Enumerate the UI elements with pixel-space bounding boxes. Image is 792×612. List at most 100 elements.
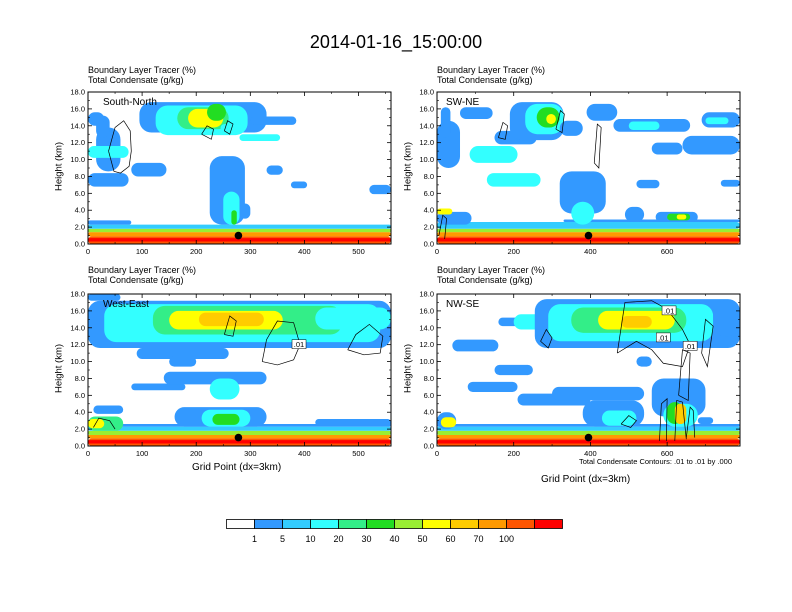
region-label: West-East <box>103 299 149 310</box>
y-tick-label: 18.0 <box>70 290 85 299</box>
field-layer <box>437 299 740 446</box>
y-tick-label: 14.0 <box>419 323 434 332</box>
y-tick-label: 16.0 <box>70 104 85 113</box>
contour-label: .01 <box>664 306 674 315</box>
contour-label-box <box>661 305 677 316</box>
y-tick-label: 4.0 <box>75 206 85 215</box>
tracer-field <box>636 179 660 189</box>
tracer-field <box>88 418 105 429</box>
tracer-field <box>220 124 245 132</box>
tracer-field <box>682 135 740 155</box>
tracer-field <box>494 364 533 376</box>
y-tick-label: 12.0 <box>419 138 434 147</box>
y-tick-label: 12.0 <box>70 138 85 147</box>
condensate-contour <box>224 120 234 135</box>
condensate-contour <box>659 397 668 441</box>
colorbar-swatch <box>254 519 283 529</box>
tracer-field <box>437 211 472 225</box>
condensate-contour <box>701 318 714 368</box>
x-tick-label: 300 <box>244 247 257 256</box>
y-tick-label: 6.0 <box>424 391 434 400</box>
colorbar-label: 60 <box>445 534 455 544</box>
condensate-contour <box>678 349 691 401</box>
field-layer <box>88 102 391 244</box>
y-tick-label: 10.0 <box>70 357 85 366</box>
x-axis-title: Grid Point (dx=3km) <box>192 462 282 473</box>
colorbar-swatch <box>506 519 535 529</box>
contour-label-box <box>656 332 671 343</box>
colorbar-swatch <box>338 519 367 529</box>
colorbar-label: 5 <box>280 534 285 544</box>
tracer-field <box>88 220 132 225</box>
y-tick-label: 10.0 <box>419 155 434 164</box>
tracer-field <box>315 307 391 330</box>
tracer-field <box>209 378 240 400</box>
contour-label: .01 <box>685 342 695 351</box>
x-tick-label: 0 <box>435 449 439 458</box>
y-tick-label: 8.0 <box>424 172 434 181</box>
tracer-field <box>369 184 391 195</box>
condensate-contour <box>261 320 301 366</box>
tracer-field <box>290 181 308 189</box>
y-tick-label: 6.0 <box>424 189 434 198</box>
tracer-field <box>467 381 518 392</box>
colorbar-swatch <box>226 519 255 529</box>
tracer-field <box>163 371 267 385</box>
tracer-field <box>88 228 391 233</box>
location-marker <box>234 231 243 240</box>
tracer-field <box>559 120 583 136</box>
tracer-field <box>239 134 281 141</box>
panel-label-condensate: Total Condensate (g/kg) <box>437 75 533 85</box>
tracer-field <box>437 222 740 229</box>
x-tick-label: 400 <box>584 449 597 458</box>
tracer-field <box>212 413 240 425</box>
condensate-contour <box>555 109 565 134</box>
tracer-field <box>586 103 618 121</box>
y-tick-label: 10.0 <box>70 155 85 164</box>
tracer-field <box>676 214 687 220</box>
x-axis-title: Grid Point (dx=3km) <box>541 474 631 485</box>
y-tick-label: 16.0 <box>419 306 434 315</box>
y-tick-label: 0.0 <box>424 442 434 451</box>
tracer-field <box>88 173 129 187</box>
condensate-contour <box>201 125 214 140</box>
tracer-field <box>440 107 451 138</box>
tracer-field <box>624 206 645 223</box>
colorbar-label: 10 <box>305 534 315 544</box>
condensate-contour <box>93 417 116 430</box>
condensate-contour <box>593 123 602 169</box>
contour-note: Total Condensate Contours: .01 to .01 by… <box>579 457 733 466</box>
colorbar: 1 5 10 20 30 40 50 60 70 100 <box>226 519 563 544</box>
y-tick-label: 2.0 <box>75 223 85 232</box>
y-tick-label: 6.0 <box>75 391 85 400</box>
colorbar-label: 70 <box>473 534 483 544</box>
y-tick-label: 18.0 <box>70 88 85 97</box>
tracer-field <box>88 112 105 126</box>
condensate-contour <box>108 120 132 174</box>
field-layer <box>88 294 391 446</box>
x-tick-label: 200 <box>507 247 520 256</box>
x-tick-label: 600 <box>661 247 674 256</box>
condensate-contour <box>685 406 696 438</box>
colorbar-swatch <box>366 519 395 529</box>
y-tick-label: 2.0 <box>75 425 85 434</box>
colorbar-label: 30 <box>361 534 371 544</box>
tracer-field <box>437 228 740 233</box>
x-tick-label: 200 <box>190 449 203 458</box>
x-tick-label: 600 <box>661 449 674 458</box>
colorbar-swatch <box>310 519 339 529</box>
tracer-field <box>559 171 606 214</box>
y-tick-label: 14.0 <box>419 121 434 130</box>
tracer-field <box>452 339 499 352</box>
y-tick-label: 6.0 <box>75 189 85 198</box>
y-tick-label: 4.0 <box>424 408 434 417</box>
panel-label-condensate: Total Condensate (g/kg) <box>437 275 533 285</box>
x-tick-label: 400 <box>298 449 311 458</box>
main-title: 2014-01-16_15:00:00 <box>309 32 483 52</box>
tracer-field <box>239 203 251 219</box>
tracer-field <box>250 116 297 125</box>
y-tick-label: 16.0 <box>419 104 434 113</box>
y-tick-label: 16.0 <box>70 306 85 315</box>
tracer-field <box>437 238 740 242</box>
